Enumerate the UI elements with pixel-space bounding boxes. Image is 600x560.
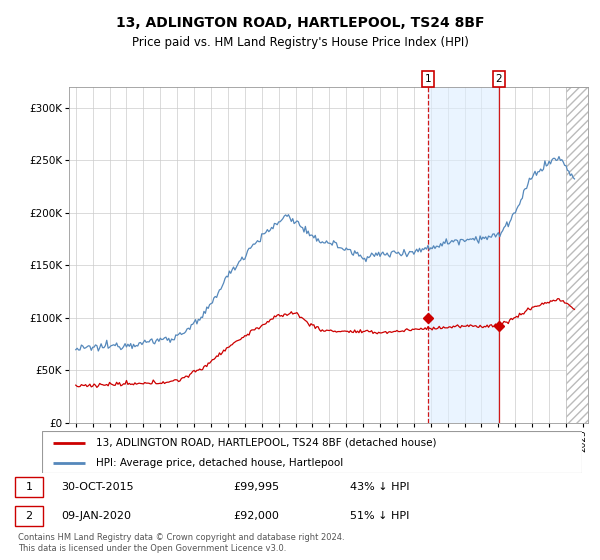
Text: 09-JAN-2020: 09-JAN-2020 — [61, 511, 131, 521]
Text: 30-OCT-2015: 30-OCT-2015 — [61, 482, 134, 492]
Text: 13, ADLINGTON ROAD, HARTLEPOOL, TS24 8BF: 13, ADLINGTON ROAD, HARTLEPOOL, TS24 8BF — [116, 16, 484, 30]
Text: £92,000: £92,000 — [233, 511, 279, 521]
Text: HPI: Average price, detached house, Hartlepool: HPI: Average price, detached house, Hart… — [96, 458, 343, 468]
Text: £99,995: £99,995 — [233, 482, 279, 492]
Bar — [566, 87, 590, 423]
FancyBboxPatch shape — [42, 431, 582, 473]
FancyBboxPatch shape — [15, 506, 43, 526]
Text: Contains HM Land Registry data © Crown copyright and database right 2024.
This d: Contains HM Land Registry data © Crown c… — [18, 533, 344, 553]
Text: 2: 2 — [25, 511, 32, 521]
Text: 2: 2 — [496, 74, 502, 84]
Text: 51% ↓ HPI: 51% ↓ HPI — [350, 511, 409, 521]
Text: 43% ↓ HPI: 43% ↓ HPI — [350, 482, 409, 492]
Text: 1: 1 — [25, 482, 32, 492]
Text: 1: 1 — [425, 74, 431, 84]
Text: Price paid vs. HM Land Registry's House Price Index (HPI): Price paid vs. HM Land Registry's House … — [131, 36, 469, 49]
Bar — [428, 87, 499, 423]
Text: 13, ADLINGTON ROAD, HARTLEPOOL, TS24 8BF (detached house): 13, ADLINGTON ROAD, HARTLEPOOL, TS24 8BF… — [96, 438, 437, 448]
FancyBboxPatch shape — [15, 477, 43, 497]
